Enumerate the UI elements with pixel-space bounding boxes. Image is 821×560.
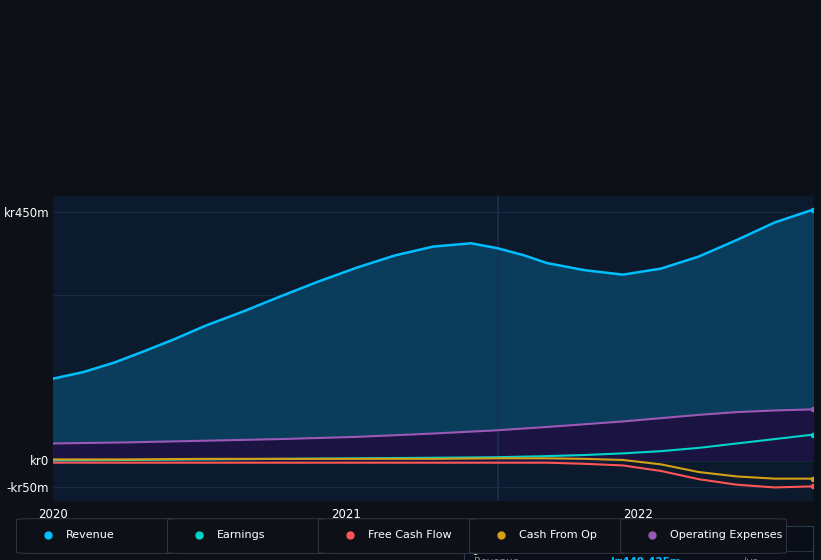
Text: Cash From Op: Cash From Op bbox=[519, 530, 597, 540]
FancyBboxPatch shape bbox=[167, 519, 333, 553]
Text: Operating Expenses: Operating Expenses bbox=[670, 530, 782, 540]
Text: kr449.425m: kr449.425m bbox=[610, 557, 681, 560]
Text: Revenue: Revenue bbox=[66, 530, 114, 540]
Text: Earnings: Earnings bbox=[217, 530, 265, 540]
FancyBboxPatch shape bbox=[319, 519, 484, 553]
Text: /yr: /yr bbox=[743, 557, 757, 560]
Text: Free Cash Flow: Free Cash Flow bbox=[368, 530, 452, 540]
FancyBboxPatch shape bbox=[470, 519, 635, 553]
Text: Jun 30 2022: Jun 30 2022 bbox=[475, 545, 548, 555]
FancyBboxPatch shape bbox=[621, 519, 787, 553]
FancyBboxPatch shape bbox=[16, 519, 182, 553]
Text: Revenue: Revenue bbox=[475, 557, 520, 560]
